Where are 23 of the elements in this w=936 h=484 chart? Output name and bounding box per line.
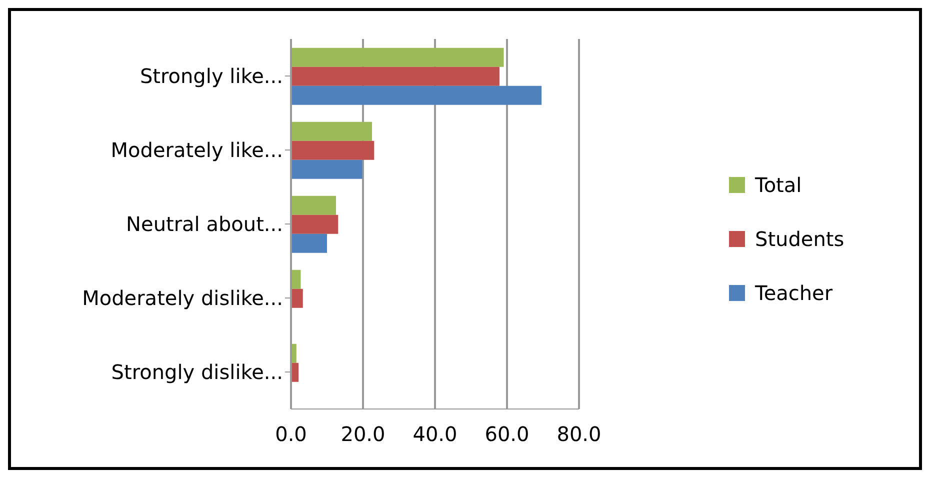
- bar: [291, 288, 303, 308]
- y-tick-label: Strongly dislike...: [111, 360, 283, 384]
- bar: [291, 214, 338, 234]
- bar: [291, 48, 504, 67]
- bar: [291, 66, 500, 86]
- x-tick-label: 20.0: [340, 422, 386, 446]
- y-tick-label: Moderately dislike...: [82, 286, 283, 310]
- legend-label: Teacher: [755, 281, 833, 305]
- bar: [291, 160, 362, 179]
- bar: [291, 196, 336, 215]
- bar: [291, 234, 327, 253]
- legend-label: Students: [755, 227, 844, 251]
- legend-label: Total: [755, 173, 802, 197]
- bar: [291, 86, 542, 105]
- y-tick-label: Moderately like...: [110, 138, 283, 162]
- x-tick-label: 40.0: [412, 422, 458, 446]
- bar: [291, 140, 374, 160]
- x-tick-label: 80.0: [556, 422, 602, 446]
- y-tick-label: Strongly like...: [140, 64, 283, 88]
- y-tick-label: Neutral about...: [126, 212, 283, 236]
- x-tick-label: 60.0: [484, 422, 530, 446]
- x-tick-label: 0.0: [275, 422, 307, 446]
- bar: [291, 122, 372, 141]
